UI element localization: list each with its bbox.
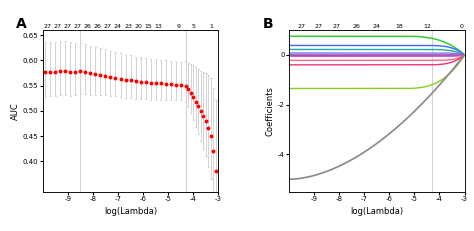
Y-axis label: Coefficients: Coefficients <box>266 86 275 136</box>
X-axis label: log(Lambda): log(Lambda) <box>350 207 403 216</box>
Y-axis label: AUC: AUC <box>11 102 20 120</box>
Text: A: A <box>16 17 27 31</box>
X-axis label: log(Lambda): log(Lambda) <box>104 207 157 216</box>
Text: B: B <box>263 17 273 31</box>
